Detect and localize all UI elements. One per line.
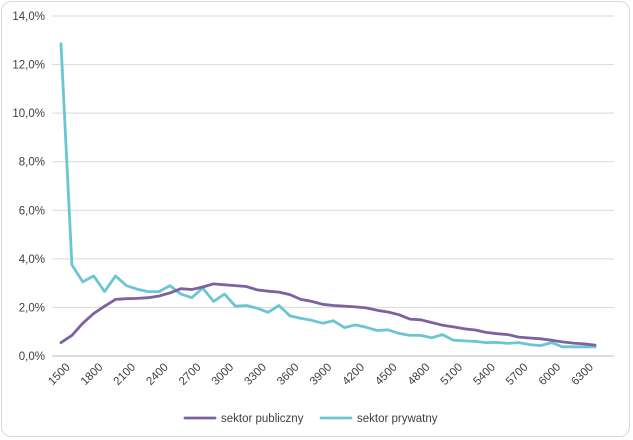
x-tick-label: 5100 xyxy=(439,361,466,388)
x-tick-label: 3900 xyxy=(308,361,335,388)
x-tick-label: 6300 xyxy=(569,361,596,388)
y-tick-label: 14,0% xyxy=(12,11,45,23)
legend: sektor publiczny sektor prywatny xyxy=(183,413,438,425)
x-tick-label: 4800 xyxy=(406,361,433,388)
legend-label: sektor prywatny xyxy=(357,413,438,425)
y-tick-label: 2,0% xyxy=(19,302,45,314)
x-tick-label: 5700 xyxy=(504,361,531,388)
y-tick-label: 4,0% xyxy=(19,254,45,266)
x-tick-label: 2100 xyxy=(112,361,139,388)
y-axis-ticks: 0,0% 2,0% 4,0% 6,0% 8,0% 10,0% 12,0% 14,0% xyxy=(12,11,45,363)
x-tick-label: 4500 xyxy=(373,361,400,388)
series-lines xyxy=(59,42,597,349)
y-tick-label: 0,0% xyxy=(19,351,45,363)
x-tick-label: 6000 xyxy=(537,361,564,388)
x-tick-label: 5400 xyxy=(471,361,498,388)
series-line-sektor-prywatny xyxy=(59,42,597,349)
x-tick-label: 2400 xyxy=(144,361,171,388)
x-tick-label: 1800 xyxy=(79,361,106,388)
series-line-sektor-publiczny xyxy=(59,282,597,347)
gridlines xyxy=(52,15,614,357)
x-tick-label: 4200 xyxy=(341,361,368,388)
x-tick-label: 3300 xyxy=(242,361,269,388)
legend-label: sektor publiczny xyxy=(221,413,304,425)
x-tick-label: 3000 xyxy=(210,361,237,388)
x-axis-ticks: 1500 1800 2100 2400 2700 3000 3300 3600 3900 4200… xyxy=(46,361,596,388)
y-tick-label: 6,0% xyxy=(19,205,45,217)
y-tick-label: 10,0% xyxy=(12,108,45,120)
y-tick-label: 12,0% xyxy=(12,60,45,72)
x-tick-label: 1500 xyxy=(46,361,73,388)
y-tick-label: 8,0% xyxy=(19,157,45,169)
x-tick-label: 2700 xyxy=(177,361,204,388)
x-tick-label: 3600 xyxy=(275,361,302,388)
